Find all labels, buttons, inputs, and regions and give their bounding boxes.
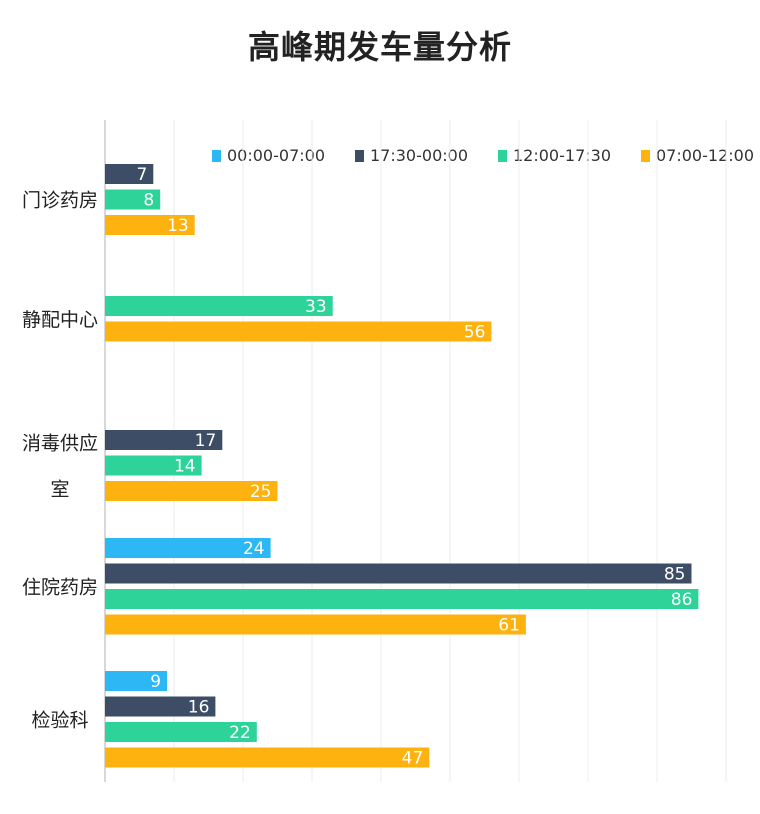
legend-item-3[interactable]: 07:00-12:00 bbox=[641, 146, 754, 165]
bar-3-3[interactable] bbox=[105, 614, 526, 635]
category-label-3: 住院药房 bbox=[22, 576, 98, 598]
bar-2-1[interactable] bbox=[105, 430, 223, 450]
legend-item-2[interactable]: 12:00-17:30 bbox=[498, 146, 611, 165]
value-label-2-1: 17 bbox=[195, 431, 217, 451]
bar-0-1[interactable] bbox=[105, 164, 154, 184]
value-label-4-3: 47 bbox=[402, 749, 424, 769]
bar-4-2[interactable] bbox=[105, 722, 257, 742]
value-label-3-3: 61 bbox=[498, 616, 520, 636]
bar-4-0[interactable] bbox=[105, 671, 168, 691]
legend-swatch-1 bbox=[355, 149, 364, 162]
value-label-2-3: 25 bbox=[250, 482, 272, 502]
value-label-4-1: 16 bbox=[188, 698, 210, 718]
legend-item-1[interactable]: 17:30-00:00 bbox=[355, 146, 468, 165]
value-label-2-2: 14 bbox=[174, 457, 196, 477]
value-label-1-2: 33 bbox=[305, 297, 327, 317]
value-label-0-2: 8 bbox=[143, 191, 154, 211]
bar-4-1[interactable] bbox=[105, 696, 216, 717]
value-label-3-2: 86 bbox=[671, 590, 693, 610]
category-label-4: 检验科 bbox=[31, 709, 88, 731]
category-label-2: 消毒供应室 bbox=[22, 433, 98, 501]
bar-3-1[interactable] bbox=[105, 563, 692, 584]
legend-label-3: 07:00-12:00 bbox=[656, 146, 754, 165]
legend-label-1: 17:30-00:00 bbox=[370, 146, 468, 165]
value-label-3-0: 24 bbox=[243, 539, 265, 559]
legend-item-0[interactable]: 00:00-07:00 bbox=[212, 146, 325, 165]
value-label-0-3: 13 bbox=[167, 216, 189, 236]
legend-label-2: 12:00-17:30 bbox=[513, 146, 611, 165]
bar-4-3[interactable] bbox=[105, 747, 430, 768]
bar-2-3[interactable] bbox=[105, 481, 278, 501]
category-label-0: 门诊药房 bbox=[22, 190, 98, 212]
bar-1-2[interactable] bbox=[105, 296, 333, 316]
legend-swatch-2 bbox=[498, 149, 507, 162]
bar-3-0[interactable] bbox=[105, 538, 271, 558]
value-label-4-0: 9 bbox=[150, 672, 161, 692]
bar-3-2[interactable] bbox=[105, 589, 699, 609]
legend-label-0: 00:00-07:00 bbox=[227, 146, 325, 165]
value-label-0-1: 7 bbox=[136, 165, 147, 185]
bar-0-3[interactable] bbox=[105, 215, 195, 235]
legend-swatch-0 bbox=[212, 149, 221, 162]
bar-1-3[interactable] bbox=[105, 321, 492, 342]
bar-0-2[interactable] bbox=[105, 189, 161, 210]
legend-swatch-3 bbox=[641, 149, 650, 162]
legend: 00:00-07:00 17:30-00:00 12:00-17:30 07:00-1… bbox=[212, 146, 754, 165]
value-label-3-1: 85 bbox=[664, 565, 686, 585]
chart-title: 高峰期发车量分析 bbox=[247, 28, 512, 66]
category-label-1: 静配中心 bbox=[22, 309, 98, 331]
bar-2-2[interactable] bbox=[105, 455, 202, 476]
value-label-1-3: 56 bbox=[464, 323, 486, 343]
value-label-4-2: 22 bbox=[229, 723, 251, 743]
